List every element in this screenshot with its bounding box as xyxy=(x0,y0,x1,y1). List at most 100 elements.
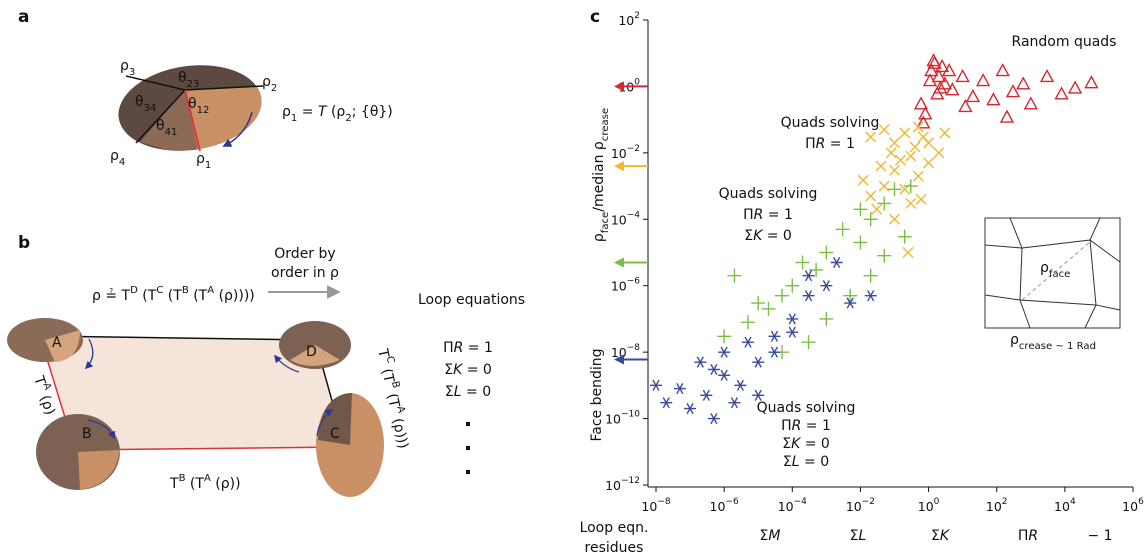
data-point xyxy=(917,131,929,143)
data-point xyxy=(918,106,933,120)
text-segment: ; {θ}) xyxy=(352,104,393,120)
text-segment: 2 xyxy=(271,83,277,94)
text-segment: face xyxy=(600,212,611,233)
data-point xyxy=(728,397,741,409)
text-segment: ρ xyxy=(591,233,607,242)
text-segment: 10 xyxy=(618,13,634,28)
data-point xyxy=(844,297,857,309)
equation: ρ1 = T (ρ2; {θ}) xyxy=(282,104,393,124)
residue-label: ΣL xyxy=(850,528,867,544)
data-point xyxy=(752,389,765,401)
text-segment: ρ xyxy=(1040,260,1049,276)
text-segment: (T xyxy=(383,388,403,410)
text-segment: 10 xyxy=(641,499,657,514)
text-segment: A xyxy=(207,285,214,296)
text-segment: Σ xyxy=(444,362,453,378)
data-point xyxy=(718,346,731,358)
y-tick-label: 10−6 xyxy=(611,277,640,294)
x-tick-label: 104 xyxy=(1054,497,1076,514)
data-point xyxy=(999,109,1015,123)
text-segment: Random quads xyxy=(1012,34,1117,50)
residue-label: ΣM xyxy=(760,528,781,544)
text-segment: face xyxy=(1049,269,1070,280)
y-tick-label: 10−8 xyxy=(611,343,640,360)
x-tick-label: 102 xyxy=(986,497,1008,514)
data-point xyxy=(913,96,929,110)
text-segment: ρ xyxy=(282,104,291,120)
x-axis-label: residues xyxy=(585,540,644,556)
text-segment: (T xyxy=(138,288,157,304)
text-segment: = xyxy=(297,104,318,120)
data-point xyxy=(895,154,906,166)
edge-label: TB (TA (ρ)) xyxy=(169,473,241,492)
data-point xyxy=(786,326,799,338)
data-point xyxy=(1084,75,1099,89)
data-point xyxy=(937,76,953,90)
data-point xyxy=(718,369,731,381)
text-segment: R xyxy=(816,136,826,152)
text-segment: T xyxy=(318,104,328,120)
median-arrow xyxy=(614,257,648,268)
data-point xyxy=(673,383,686,395)
text-segment: 2 xyxy=(634,11,640,21)
text-segment: 10 xyxy=(986,499,1002,514)
data-point xyxy=(889,137,900,149)
y-tick-label: 10−12 xyxy=(605,476,640,493)
data-point xyxy=(1023,96,1038,110)
series-annotation: Random quads xyxy=(1012,34,1117,50)
text-segment: 6 xyxy=(1138,497,1144,507)
data-point xyxy=(933,147,945,159)
text-segment: B xyxy=(182,285,189,296)
text-segment: 41 xyxy=(165,127,178,138)
data-point xyxy=(889,164,900,176)
text-segment: Quads solving xyxy=(757,400,856,416)
data-point xyxy=(819,245,834,260)
median-arrow xyxy=(614,81,648,92)
text-segment: = 1 xyxy=(825,136,855,152)
edge-label: TC (TB (TA (ρ))) xyxy=(374,346,414,450)
text-segment: K xyxy=(453,362,464,378)
vertex-label: ρ2 xyxy=(262,74,277,94)
data-point xyxy=(795,255,810,270)
x-tick-label: 106 xyxy=(1122,497,1144,514)
data-point xyxy=(853,202,868,217)
y-tick-label: 10−2 xyxy=(611,144,640,161)
data-point xyxy=(965,88,981,103)
arrow-head xyxy=(614,257,624,268)
text-segment: (ρ) xyxy=(35,389,58,417)
text-segment: = 0 xyxy=(462,362,492,378)
node-label: C xyxy=(330,426,340,442)
loop-condition: ΠR = 1 xyxy=(443,340,493,356)
text-segment: K xyxy=(753,228,764,244)
data-point xyxy=(912,121,924,133)
data-point xyxy=(899,127,911,139)
text-segment: θ xyxy=(188,96,197,112)
inset-label: ρcrease ~ 1 Rad xyxy=(1010,332,1096,352)
data-point xyxy=(768,346,781,358)
data-point xyxy=(863,212,878,227)
data-point xyxy=(903,179,918,194)
data-point xyxy=(995,63,1010,77)
text-segment: ρ xyxy=(196,151,205,167)
data-point xyxy=(885,147,897,159)
data-point xyxy=(905,197,917,209)
text-segment: R xyxy=(454,340,464,356)
text-segment: θ xyxy=(156,118,165,134)
data-point xyxy=(923,157,935,169)
data-point xyxy=(887,182,902,197)
data-point xyxy=(863,268,878,283)
data-point xyxy=(933,80,948,94)
vertex-label: ρ3 xyxy=(120,58,135,78)
data-point xyxy=(986,92,1001,106)
data-point xyxy=(905,150,917,162)
inset xyxy=(984,217,1121,329)
data-point xyxy=(660,397,673,409)
data-point xyxy=(955,68,970,83)
panel-letter: a xyxy=(18,7,29,27)
data-point xyxy=(864,290,877,302)
text-segment: L xyxy=(792,454,800,470)
data-point xyxy=(857,174,869,186)
data-point xyxy=(958,98,973,113)
data-point xyxy=(945,82,960,96)
